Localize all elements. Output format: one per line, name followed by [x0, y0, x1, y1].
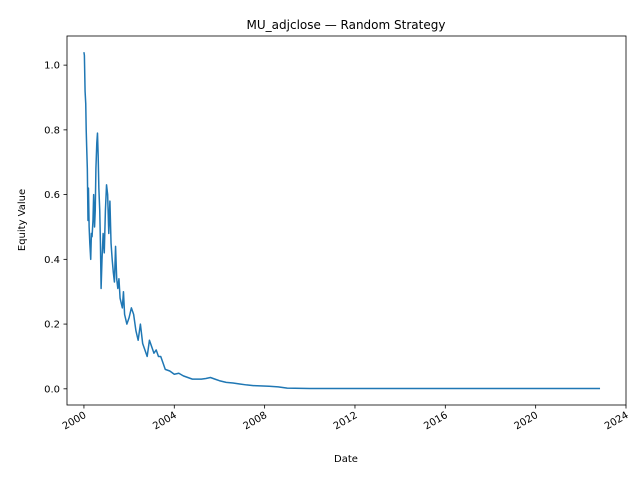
axes-frame [66, 35, 627, 406]
y-axis-label: Equity Value [17, 189, 28, 251]
chart-title: MU_adjclose — Random Strategy [247, 18, 446, 32]
y-tick-label: 0.6 [44, 190, 60, 201]
y-axis: 0.0 0.2 0.4 0.6 0.8 1.0 [44, 61, 67, 395]
y-tick-label: 0.2 [44, 320, 60, 331]
y-tick-label: 0.0 [44, 384, 60, 395]
y-tick-label: 0.8 [44, 125, 60, 136]
x-axis-label: Date [334, 454, 358, 465]
y-tick-label: 1.0 [44, 61, 60, 72]
y-tick-label: 0.4 [44, 255, 60, 266]
series-line [83, 52, 601, 390]
